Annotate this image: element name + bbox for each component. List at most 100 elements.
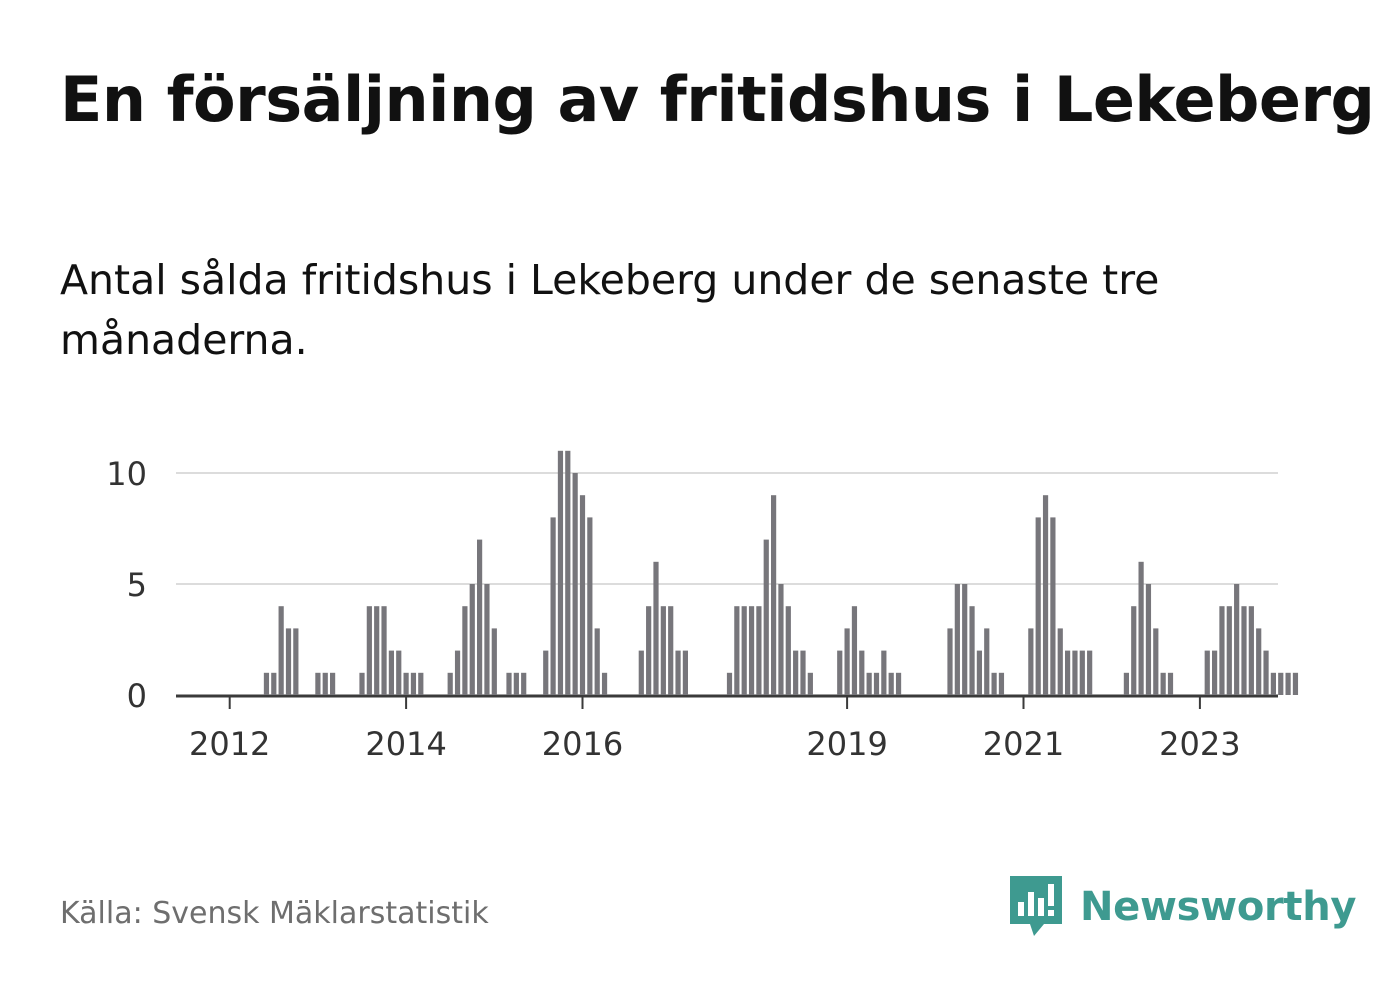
bar	[1079, 650, 1085, 695]
data-labels: 1	[1299, 0, 1321, 9]
bar	[668, 606, 674, 695]
bar	[1050, 517, 1056, 695]
x-axis-ticks: 2012 2014 2016 2019 2021 2023	[189, 697, 1241, 763]
bar	[572, 473, 578, 695]
bar	[1285, 672, 1291, 695]
bar	[1167, 672, 1174, 695]
bar	[1226, 606, 1232, 695]
bar	[646, 606, 652, 695]
bar	[594, 628, 600, 695]
brand-name: Newsworthy	[1080, 884, 1357, 930]
bar	[800, 650, 806, 695]
bars	[263, 450, 1299, 695]
bar	[315, 672, 321, 695]
bar	[543, 650, 549, 695]
bar	[396, 650, 402, 695]
bar	[682, 650, 688, 695]
bar	[675, 650, 681, 695]
bar	[477, 539, 483, 695]
bar	[1219, 606, 1225, 695]
bar	[271, 672, 277, 695]
bar	[403, 672, 409, 695]
bar	[1138, 561, 1144, 695]
bar	[330, 672, 336, 695]
bar	[859, 650, 865, 695]
bar	[1145, 584, 1152, 695]
bar	[1072, 650, 1078, 695]
bar	[1278, 672, 1284, 695]
bar	[734, 606, 740, 695]
bar	[462, 606, 468, 695]
x-tick-label: 2012	[189, 725, 270, 763]
bar	[550, 517, 556, 695]
bar	[506, 672, 512, 695]
x-tick-label: 2019	[806, 725, 887, 763]
bar	[359, 672, 365, 695]
bar	[954, 584, 960, 695]
bar	[293, 628, 299, 695]
x-tick-label: 2021	[983, 725, 1064, 763]
bar	[653, 561, 659, 695]
bar	[1065, 650, 1071, 695]
brand-logo: Newsworthy	[1010, 876, 1357, 938]
bar	[1160, 672, 1166, 695]
bar	[285, 628, 292, 695]
bar	[660, 606, 666, 695]
bar	[962, 584, 968, 695]
bar	[1042, 495, 1049, 695]
bar	[513, 672, 519, 695]
bar	[1270, 672, 1276, 695]
bar	[322, 672, 328, 695]
bar	[1057, 628, 1063, 695]
bar	[418, 672, 424, 695]
bar	[998, 672, 1005, 695]
y-tick-label: 5	[127, 566, 147, 604]
bar	[969, 606, 975, 695]
chart-title: En försäljning av fritidshus i Lekeberg	[60, 63, 1375, 136]
bar	[381, 606, 387, 695]
bar	[881, 650, 887, 695]
bar	[565, 450, 571, 695]
bar	[756, 606, 762, 695]
bar	[726, 672, 733, 695]
bar	[1292, 672, 1299, 695]
bar	[895, 672, 902, 695]
bar	[741, 606, 747, 695]
chart-subtitle: Antal sålda fritidshus i Lekeberg under …	[60, 256, 1160, 364]
bar	[1248, 606, 1254, 695]
bar	[984, 628, 990, 695]
bar	[1212, 650, 1218, 695]
bar	[587, 517, 593, 695]
newsworthy-logo-icon	[1010, 876, 1062, 936]
bar	[484, 584, 490, 695]
bar	[844, 628, 850, 695]
x-tick-label: 2014	[365, 725, 446, 763]
bar	[278, 606, 284, 695]
bar	[410, 672, 417, 695]
bar	[771, 495, 777, 695]
x-tick-label: 2023	[1159, 725, 1240, 763]
bar	[1263, 650, 1269, 695]
bar	[837, 650, 843, 695]
bar	[866, 672, 872, 695]
bar	[1204, 650, 1210, 695]
bar	[763, 539, 769, 695]
bar	[1153, 628, 1159, 695]
bar	[807, 672, 813, 695]
bar	[374, 606, 380, 695]
bar	[579, 495, 586, 695]
bar	[447, 672, 453, 695]
bar	[947, 628, 953, 695]
bar	[991, 672, 997, 695]
bar	[873, 672, 880, 695]
bar	[1028, 628, 1034, 695]
bar	[976, 650, 982, 695]
bar	[521, 672, 527, 695]
source-note: Källa: Svensk Mäklarstatistik	[60, 896, 489, 931]
bar	[1123, 672, 1129, 695]
bar	[1131, 606, 1137, 695]
bar	[366, 606, 372, 695]
y-tick-label: 0	[127, 677, 147, 715]
bar	[263, 672, 270, 695]
